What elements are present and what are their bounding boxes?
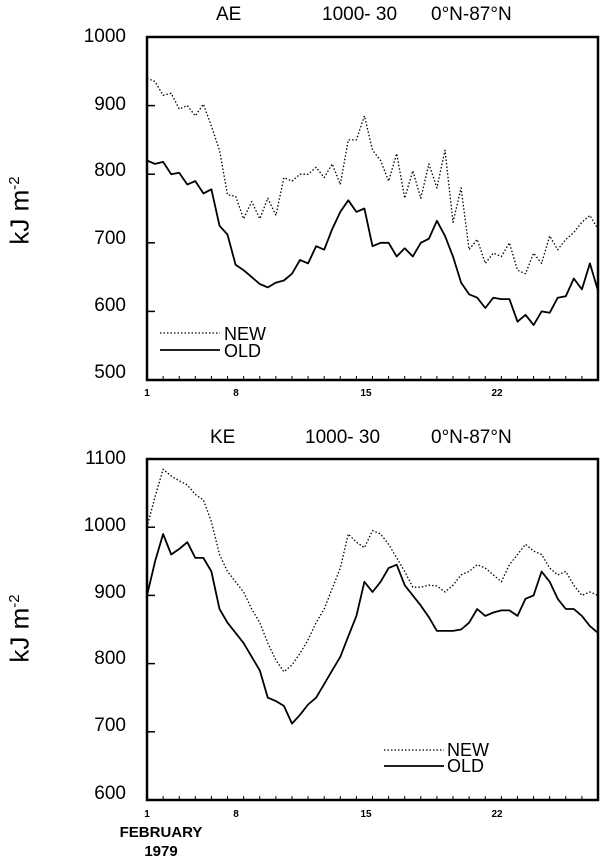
chart1-ytick-label: 900 xyxy=(94,94,126,115)
chart1-legend-label-old: OLD xyxy=(224,341,262,361)
chart2-y-axis-label: kJ m-2 xyxy=(4,594,35,663)
chart1-series-old-line xyxy=(146,159,599,327)
chart2-plot-frame xyxy=(145,457,600,802)
chart1-xtick-label: 22 xyxy=(491,388,503,399)
chart2-title-levels: 1000- 30 xyxy=(305,427,381,448)
chart1-xtick-label: 8 xyxy=(233,388,239,399)
chart1-xtick-label: 1 xyxy=(144,388,150,399)
chart1-ytick-label: 800 xyxy=(94,160,126,181)
chart2-xtick-label: 22 xyxy=(491,809,503,820)
chart2-xtick-label: 15 xyxy=(360,809,372,820)
chart2-ytick-label: 1000 xyxy=(83,515,126,536)
chart2-legend-label-old: OLD xyxy=(447,756,485,776)
chart1-ytick-label: 500 xyxy=(94,362,126,383)
chart1-title-latitude: 0°N-87°N xyxy=(431,4,512,25)
x-axis-month-label: FEBRUARY xyxy=(119,824,203,841)
chart1-ytick-label: 1000 xyxy=(83,26,126,47)
chart1-xtick-label: 15 xyxy=(360,388,372,399)
chart1-series-new-line xyxy=(146,77,599,275)
chart1-plot-frame xyxy=(145,35,600,382)
chart2-ytick-label: 600 xyxy=(94,783,126,804)
chart2-series-new-line xyxy=(146,468,599,673)
chart1-title-variable: AE xyxy=(216,4,242,25)
x-axis-year-label: 1979 xyxy=(144,843,178,860)
chart1-ytick-label: 700 xyxy=(94,228,126,249)
chart1-y-axis-label: kJ m-2 xyxy=(4,176,35,245)
chart1-title-levels: 1000- 30 xyxy=(322,4,398,25)
chart2-xtick-label: 8 xyxy=(233,809,239,820)
chart2-ytick-label: 900 xyxy=(94,582,126,603)
chart1-legend-label-new: NEW xyxy=(224,324,266,344)
chart2-ytick-label: 1100 xyxy=(85,448,126,469)
chart2-ytick-label: 700 xyxy=(94,715,126,736)
chart2-title-latitude: 0°N-87°N xyxy=(431,427,512,448)
chart2-title-variable: KE xyxy=(210,427,236,448)
chart2-series-old-line xyxy=(146,533,599,725)
chart2-legend-label-new: NEW xyxy=(447,740,489,760)
chart2-ytick-label: 800 xyxy=(94,648,126,669)
chart2-xtick-label: 1 xyxy=(144,809,150,820)
chart1-ytick-label: 600 xyxy=(94,295,126,316)
